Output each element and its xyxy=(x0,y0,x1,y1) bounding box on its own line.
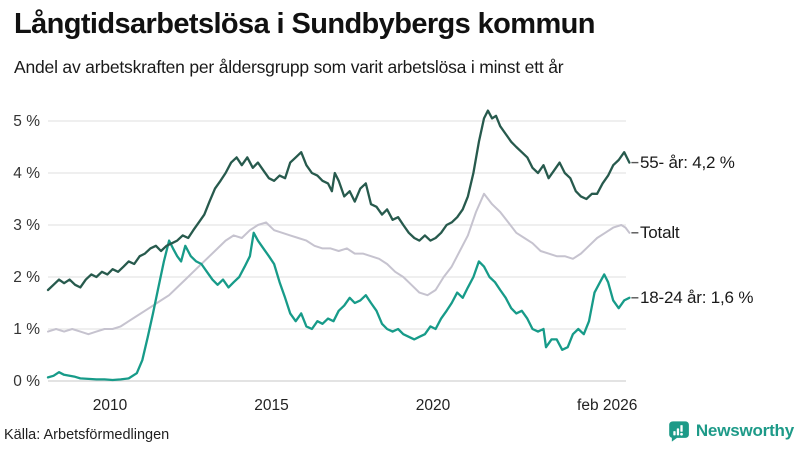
x-tick-label: 2015 xyxy=(254,397,288,414)
series-line-Totalt xyxy=(47,192,631,336)
x-tick-label: 2020 xyxy=(416,397,451,414)
series-label-18-24-ar: 18-24 år: 1,6 % xyxy=(640,287,754,307)
newsworthy-logo[interactable]: Newsworthy xyxy=(668,420,794,442)
y-tick-label: 0 % xyxy=(13,373,40,390)
y-tick-label: 2 % xyxy=(13,269,40,286)
page-title: Långtidsarbetslösa i Sundbybergs kommun xyxy=(14,8,595,40)
y-tick-label: 5 % xyxy=(13,113,40,130)
y-tick-label: 4 % xyxy=(13,165,40,182)
newsworthy-wordmark: Newsworthy xyxy=(695,421,794,440)
series-line-18-24 år xyxy=(46,231,631,382)
source-note: Källa: Arbetsförmedlingen xyxy=(4,427,170,443)
x-tick-label: feb 2026 xyxy=(577,397,637,414)
series-line-55- år xyxy=(46,109,631,292)
y-tick-label: 1 % xyxy=(13,321,40,338)
newsworthy-icon xyxy=(669,421,689,442)
y-tick-label: 3 % xyxy=(13,217,40,234)
x-tick-label: 2010 xyxy=(93,397,128,414)
series-label-55-ar: 55- år: 4,2 % xyxy=(640,152,735,172)
chart-subtitle: Andel av arbetskraften per åldersgrupp s… xyxy=(14,57,564,77)
series-label-totalt: Totalt xyxy=(640,222,680,242)
